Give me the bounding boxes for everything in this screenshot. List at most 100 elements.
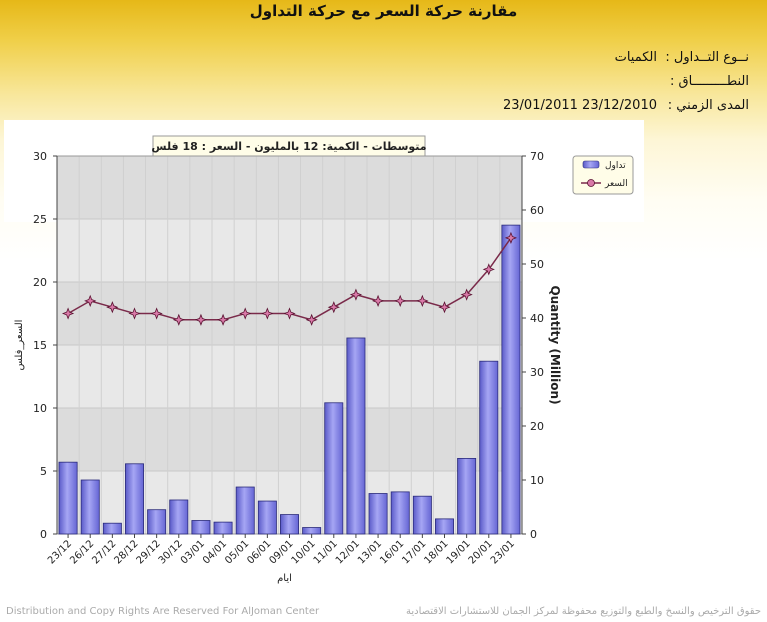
bar: [302, 527, 322, 535]
price-marker: [128, 307, 141, 320]
price-marker: [172, 313, 185, 326]
x-axis-title: ايام: [277, 573, 292, 584]
x-axis-tick-label: 19/01: [445, 538, 473, 566]
left-axis-tick-label: 25: [33, 213, 47, 226]
price-marker: [482, 263, 495, 276]
x-axis-tick-label: 20/01: [467, 538, 495, 566]
bar: [412, 495, 432, 535]
bar: [257, 500, 277, 535]
bar: [80, 479, 100, 535]
page-title: مقارنة حركة السعر مع حركة التداول: [249, 2, 518, 20]
bar: [435, 518, 454, 535]
right-axis-tick-label: 50: [530, 258, 544, 271]
price-marker: [371, 294, 385, 308]
left-axis-tick-label: 0: [40, 528, 47, 541]
x-axis-tick-label: 11/01: [312, 538, 340, 566]
x-axis-tick-label: 26/12: [68, 538, 96, 566]
right-axis-tick-label: 60: [530, 204, 544, 217]
right-axis-tick-label: 0: [530, 528, 537, 541]
x-axis-tick-label: 18/01: [422, 538, 450, 566]
bar: [457, 457, 477, 535]
x-axis-tick-label: 28/12: [112, 538, 140, 566]
bar: [213, 521, 233, 535]
plot-band: [57, 408, 522, 471]
price-marker: [216, 313, 230, 326]
plot-band: [57, 345, 522, 408]
bar: [479, 360, 499, 535]
subtitle-box: [152, 135, 426, 157]
x-axis-tick-label: 13/01: [356, 538, 384, 566]
price-marker: [239, 307, 252, 320]
x-axis-tick-label: 03/01: [179, 538, 207, 566]
legend-bar-swatch: [582, 160, 600, 169]
x-axis-tick-label: 27/12: [90, 538, 118, 566]
bar: [501, 224, 521, 535]
x-axis-tick-label: 17/01: [400, 538, 428, 566]
scope-row: النطـــــــــاق :: [657, 74, 749, 89]
right-axis-tick-label: 30: [530, 366, 544, 379]
trade-type-row: نــوع التــداول : الكميات: [615, 50, 749, 65]
price-marker: [416, 294, 429, 308]
bar: [390, 491, 410, 535]
bar: [368, 493, 388, 535]
left-axis-tick-label: 20: [33, 276, 47, 289]
price-marker: [460, 288, 473, 301]
x-axis-tick-label: 23/12: [46, 538, 74, 566]
right-axis-tick-label: 10: [530, 474, 544, 487]
period-row: المدى الزمني : 23/01/2011 23/12/2010: [503, 98, 749, 113]
left-axis-tick-label: 10: [33, 402, 47, 415]
bar: [102, 522, 122, 535]
bar: [280, 514, 299, 535]
x-axis-tick-label: 06/01: [245, 538, 273, 566]
bar: [324, 402, 344, 535]
footer-copyright-ar: حقوق الترخيص والنسخ والطبع والتوزيع محفو…: [405, 606, 761, 617]
bar: [346, 337, 366, 535]
price-marker: [61, 307, 75, 320]
bar: [169, 499, 189, 535]
x-axis-tick-label: 30/12: [157, 538, 185, 566]
price-marker: [305, 313, 318, 326]
trade-type-value: الكميات: [614, 50, 657, 65]
x-axis-tick-label: 16/01: [378, 538, 406, 566]
right-axis-title: Quantity (Million): [548, 285, 562, 404]
price-marker: [394, 294, 407, 308]
left-axis-title: السعر_فلس: [14, 320, 25, 371]
legend-line-marker: [587, 179, 595, 187]
x-axis-tick-label: 04/01: [201, 538, 229, 566]
price-marker: [150, 307, 163, 320]
bar: [191, 520, 211, 535]
price-marker: [504, 231, 518, 245]
chart: 0 5 10 15 20 25 30 0 10 20 30 40 50 60 70 23/1226/1227/…: [14, 135, 634, 584]
footer-copyright-en: Distribution and Copy Rights Are Reserve…: [6, 606, 320, 617]
left-axis-tick-label: 5: [40, 465, 47, 478]
price-marker: [84, 294, 97, 308]
x-axis-tick-label: 05/01: [223, 538, 251, 566]
price-marker: [283, 307, 296, 320]
price-marker: [327, 301, 340, 314]
plot-band: [57, 219, 522, 282]
plot-band: [57, 156, 522, 219]
scope-label: النطـــــــــاق :: [670, 74, 749, 89]
legend-line-label: السعر: [604, 179, 628, 189]
x-axis-tick-label: 23/01: [489, 538, 517, 566]
price-marker: [106, 301, 119, 314]
period-label: المدى الزمني :: [667, 98, 749, 113]
legend-bar-label: تداول: [605, 161, 626, 171]
bar: [58, 461, 78, 535]
chart-subtitle: متوسطات - الكمية: 12 بالمليون - السعر : …: [151, 140, 426, 153]
bar: [125, 463, 144, 535]
right-axis-tick-label: 70: [530, 150, 544, 163]
left-axis-tick-label: 15: [33, 339, 47, 352]
x-axis-tick-label: 12/01: [334, 538, 362, 566]
bar: [235, 486, 255, 535]
price-marker: [349, 288, 363, 301]
price-marker: [438, 301, 451, 314]
x-axis-tick-label: 29/12: [135, 538, 163, 566]
x-axis-tick-label: 09/01: [267, 538, 295, 566]
right-axis-tick-label: 20: [530, 420, 544, 433]
x-axis-tick-label: 10/01: [290, 538, 318, 566]
right-axis-tick-label: 40: [530, 312, 544, 325]
left-axis-tick-label: 30: [33, 150, 47, 163]
trade-type-label: نــوع التــداول :: [665, 50, 749, 65]
price-marker: [194, 313, 208, 326]
